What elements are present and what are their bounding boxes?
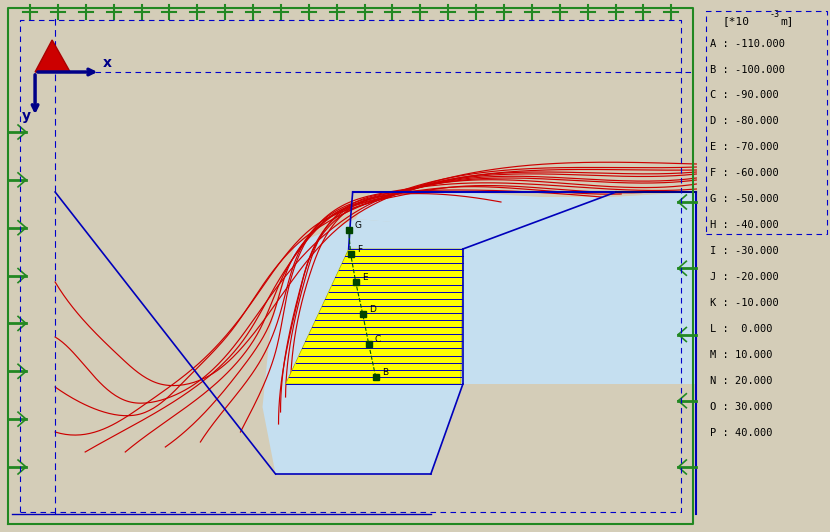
Text: A : -110.000: A : -110.000 [710,39,785,48]
Polygon shape [262,219,463,474]
Text: y: y [22,109,31,123]
Text: B : -100.000: B : -100.000 [710,64,785,74]
Text: O : 30.000: O : 30.000 [710,402,773,412]
Polygon shape [286,249,463,384]
Text: -3: -3 [769,10,779,19]
Text: B: B [382,368,388,377]
Text: F : -60.000: F : -60.000 [710,168,779,178]
Polygon shape [463,192,701,384]
Text: E : -70.000: E : -70.000 [710,143,779,152]
Text: C: C [374,335,381,344]
Text: K : -10.000: K : -10.000 [710,298,779,308]
Text: H : -40.000: H : -40.000 [710,220,779,230]
Text: I : -30.000: I : -30.000 [710,246,779,256]
Polygon shape [356,192,696,384]
Text: M : 10.000: M : 10.000 [710,350,773,360]
Text: D : -80.000: D : -80.000 [710,117,779,127]
Text: N : 20.000: N : 20.000 [710,376,773,386]
Text: F: F [357,245,362,254]
Text: C : -90.000: C : -90.000 [710,90,779,101]
Polygon shape [35,40,70,72]
Text: G: G [354,221,362,230]
Text: D: D [369,305,376,314]
Text: J : -20.000: J : -20.000 [710,272,779,282]
Text: m]: m] [781,16,794,26]
Text: [*10: [*10 [723,16,749,26]
Text: P : 40.000: P : 40.000 [710,428,773,438]
Text: L :  0.000: L : 0.000 [710,324,773,334]
Polygon shape [276,384,693,512]
Text: G : -50.000: G : -50.000 [710,194,779,204]
Text: E: E [362,273,368,282]
Text: x: x [103,56,112,70]
